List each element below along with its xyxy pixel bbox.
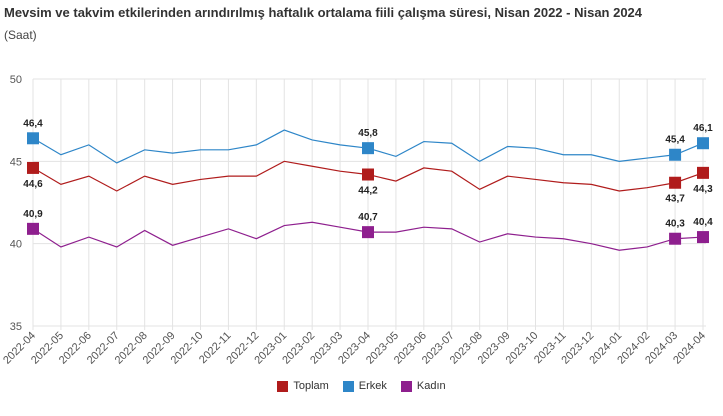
data-marker-toplam: [27, 161, 39, 174]
y-tick-label: 35: [10, 321, 22, 333]
data-marker-kadin: [669, 232, 682, 245]
data-label-erkek: 45,8: [358, 128, 378, 139]
legend-item-kadin[interactable]: Kadın: [400, 380, 446, 392]
data-label-toplam: 44,3: [693, 184, 713, 195]
data-marker-erkek: [669, 148, 682, 161]
data-label-kadin: 40,4: [693, 217, 713, 228]
legend-label: Erkek: [358, 380, 387, 392]
chart-subtitle: (Saat): [4, 28, 37, 42]
legend: Toplam Erkek Kadın: [0, 380, 723, 392]
y-tick-label: 50: [10, 74, 22, 86]
data-label-toplam: 43,7: [665, 194, 685, 205]
chart-title: Mevsim ve takvim etkilerinden arındırılm…: [4, 5, 643, 20]
legend-swatch: [277, 380, 289, 392]
data-label-kadin: 40,7: [358, 212, 378, 223]
data-marker-kadin: [27, 222, 39, 235]
legend-item-toplam[interactable]: Toplam: [277, 380, 329, 392]
data-marker-toplam: [697, 166, 709, 179]
data-label-erkek: 45,4: [665, 135, 685, 146]
data-marker-toplam: [669, 176, 682, 189]
y-tick-label: 40: [10, 239, 22, 251]
data-marker-erkek: [362, 142, 374, 155]
data-label-toplam: 44,2: [358, 186, 378, 197]
data-label-erkek: 46,1: [693, 123, 713, 134]
y-tick-label: 45: [10, 156, 22, 168]
legend-swatch: [400, 380, 412, 392]
legend-label: Kadın: [416, 380, 446, 392]
data-label-erkek: 46,4: [23, 118, 43, 129]
data-label-toplam: 44,6: [23, 179, 43, 190]
data-label-kadin: 40,3: [665, 219, 685, 230]
data-marker-toplam: [362, 168, 374, 181]
legend-item-erkek[interactable]: Erkek: [342, 380, 387, 392]
data-marker-kadin: [362, 226, 374, 239]
legend-swatch: [342, 380, 354, 392]
data-marker-kadin: [697, 231, 709, 244]
legend-label: Toplam: [293, 380, 329, 392]
data-marker-erkek: [27, 132, 39, 145]
data-label-kadin: 40,9: [23, 209, 43, 220]
data-marker-erkek: [697, 137, 709, 150]
